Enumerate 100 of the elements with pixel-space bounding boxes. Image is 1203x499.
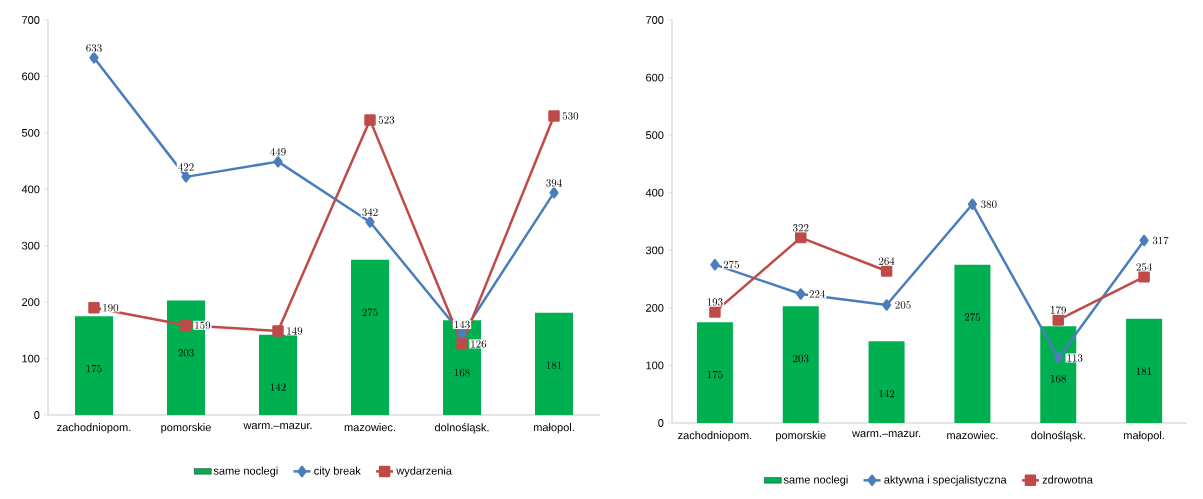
legend-label: same noclegi	[213, 466, 278, 477]
data-label: 394	[546, 179, 562, 187]
point	[967, 198, 978, 210]
data-label: 203	[178, 349, 194, 357]
data-label: 264	[878, 257, 895, 265]
y-tick-label: 500	[645, 131, 664, 140]
point	[89, 52, 99, 64]
point	[88, 302, 100, 314]
y-tick-label: 700	[22, 16, 40, 24]
bar	[1126, 318, 1163, 423]
data-label: 181	[1136, 367, 1152, 375]
point	[273, 155, 283, 168]
data-label: 275	[723, 260, 739, 269]
data-label: 530	[562, 112, 579, 120]
data-label: 143	[454, 320, 470, 329]
x-tick-label: dolnośląsk.	[1031, 431, 1085, 442]
data-label: 523	[378, 116, 395, 124]
x-tick-label: dolnośląsk.	[434, 423, 489, 434]
x-tick-label: pomorskie	[776, 431, 826, 442]
data-label: 190	[103, 304, 119, 312]
data-label: 126	[471, 340, 487, 348]
data-label: 275	[362, 308, 378, 316]
y-tick-label: 400	[645, 188, 664, 197]
bar	[351, 259, 389, 415]
point	[1053, 352, 1063, 364]
x-tick-label: pomorskie	[161, 423, 211, 434]
y-tick-label: 500	[21, 128, 40, 137]
y-tick-label: 200	[22, 298, 40, 307]
data-label: 149	[287, 327, 303, 335]
data-label: 113	[1067, 354, 1083, 362]
data-label: 254	[1136, 263, 1152, 271]
point	[881, 299, 892, 311]
point	[1139, 234, 1149, 247]
bar	[75, 316, 113, 415]
legend-label: aktywna i specjalistyczna	[884, 475, 1007, 486]
point	[365, 216, 375, 228]
point	[180, 319, 192, 332]
y-tick-label: 600	[646, 73, 664, 82]
data-label: 380	[981, 200, 997, 208]
data-label: 142	[270, 383, 286, 391]
data-label: 168	[454, 368, 470, 377]
bar	[535, 312, 573, 415]
y-tick-label: 600	[22, 72, 40, 81]
data-label: 322	[793, 224, 809, 232]
point	[181, 171, 191, 183]
point	[1052, 314, 1065, 326]
x-tick-label: mazowiec.	[947, 431, 998, 440]
legend-label: zdrowotna	[1042, 475, 1093, 484]
data-label: 449	[270, 148, 286, 156]
data-label: 175	[707, 370, 723, 379]
point	[364, 114, 376, 126]
point	[796, 288, 806, 300]
bar	[259, 334, 297, 415]
bar	[696, 322, 733, 423]
x-tick-label: małopol.	[1124, 431, 1164, 442]
y-tick-label: 300	[21, 241, 40, 250]
data-label: 159	[195, 321, 211, 330]
point	[880, 265, 893, 277]
y-tick-label: 100	[22, 354, 40, 363]
y-tick-label: 0	[34, 411, 40, 419]
x-tick-label: warm.–mazur.	[243, 423, 312, 430]
point	[456, 338, 468, 350]
legend-label: city break	[314, 466, 361, 477]
point	[549, 186, 559, 199]
y-tick-label: 200	[646, 303, 664, 312]
x-tick-label: małopol.	[533, 423, 574, 434]
point	[795, 231, 807, 244]
legend-label: wydarzenia	[396, 466, 452, 477]
data-label: 633	[86, 44, 102, 52]
data-label: 175	[86, 364, 102, 373]
point	[272, 325, 284, 337]
data-label: 275	[964, 313, 981, 321]
point	[710, 258, 720, 271]
y-tick-label: 400	[21, 185, 40, 194]
point	[709, 306, 721, 318]
y-tick-label: 700	[646, 16, 664, 24]
data-label: 203	[793, 354, 809, 363]
y-tick-label: 0	[658, 419, 664, 427]
bar	[782, 306, 819, 423]
data-label: 168	[1051, 374, 1066, 383]
bar	[954, 264, 991, 423]
legend-label: same noclegi	[783, 475, 848, 486]
data-label: 142	[879, 389, 895, 398]
x-tick-label: zachodniopom.	[678, 431, 752, 442]
data-label: 422	[178, 163, 194, 171]
data-label: 317	[1152, 236, 1169, 245]
data-label: 342	[362, 208, 378, 216]
data-label: 179	[1051, 306, 1066, 314]
y-tick-label: 300	[645, 246, 664, 255]
x-tick-label: zachodniopom.	[57, 423, 131, 434]
bar	[868, 341, 905, 423]
y-tick-label: 100	[646, 361, 664, 370]
x-tick-label: mazowiec.	[344, 423, 395, 432]
data-label: 193	[707, 298, 723, 306]
point	[1138, 271, 1150, 283]
data-label: 205	[895, 301, 911, 309]
data-label: 181	[546, 361, 562, 369]
x-tick-label: warm.–mazur.	[852, 431, 921, 438]
data-label: 224	[809, 290, 826, 298]
point	[548, 110, 560, 122]
